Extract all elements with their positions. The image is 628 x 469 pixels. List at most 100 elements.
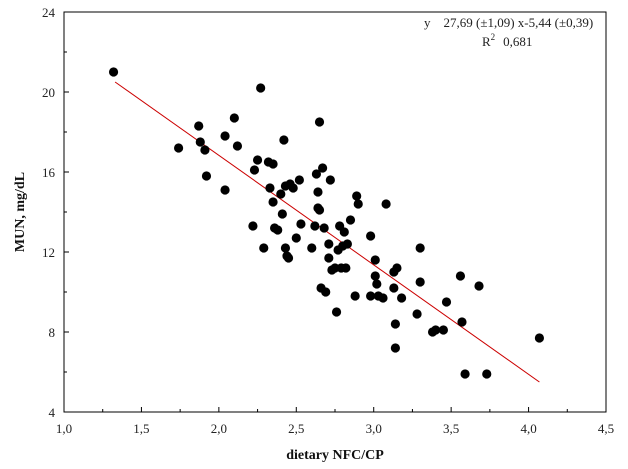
data-point — [220, 185, 230, 195]
data-point — [370, 255, 380, 265]
y-tick-label: 20 — [42, 85, 55, 100]
data-point — [265, 183, 275, 193]
data-point — [173, 143, 184, 153]
data-point — [294, 175, 304, 185]
data-point — [415, 243, 425, 253]
data-point — [396, 293, 407, 303]
data-point — [194, 121, 204, 131]
y-tick-label: 12 — [42, 245, 55, 260]
data-point — [392, 263, 402, 273]
data-point — [366, 231, 376, 241]
data-point — [324, 239, 334, 249]
data-points — [108, 67, 545, 379]
data-point — [220, 131, 230, 141]
data-point — [350, 291, 360, 301]
data-point — [280, 243, 291, 253]
data-point — [353, 199, 363, 209]
data-point — [324, 253, 334, 263]
data-point — [441, 297, 452, 307]
data-point — [390, 319, 400, 329]
data-point — [341, 263, 351, 273]
data-point — [366, 291, 376, 301]
data-point — [273, 225, 283, 235]
plot-area-border — [63, 11, 607, 413]
x-tick-label: 1,5 — [133, 421, 149, 436]
equation-line-1: y 27,69 (±1,09) x-5,44 (±0,39) — [424, 15, 593, 30]
data-point — [277, 209, 287, 219]
data-point — [296, 219, 306, 229]
data-point — [311, 169, 322, 179]
data-point — [345, 215, 356, 225]
y-tick-label: 4 — [49, 405, 56, 420]
data-point — [279, 135, 289, 145]
data-point — [390, 343, 400, 353]
data-point — [325, 175, 335, 185]
data-point — [534, 333, 545, 343]
data-point — [431, 325, 441, 335]
data-point — [372, 279, 382, 289]
data-point — [339, 227, 349, 237]
data-point — [252, 155, 263, 165]
data-point — [195, 137, 205, 147]
equation-line-2: R2 0,681 — [482, 32, 532, 49]
x-tick-label: 3,5 — [443, 421, 459, 436]
data-point — [249, 165, 260, 175]
data-point — [415, 277, 425, 287]
data-point — [200, 145, 210, 155]
data-point — [331, 307, 342, 317]
data-point — [307, 243, 317, 253]
data-point — [482, 369, 492, 379]
x-tick-label: 3,0 — [366, 421, 382, 436]
data-point — [276, 189, 286, 199]
y-axis-title: MUN, mg/dL — [13, 172, 28, 252]
data-point — [256, 83, 266, 93]
y-tick-label: 8 — [49, 325, 56, 340]
data-point — [474, 281, 484, 291]
equation-r-value: 0,681 — [503, 34, 532, 49]
data-point — [455, 271, 466, 281]
data-point — [389, 283, 399, 293]
x-tick-label: 1,0 — [56, 421, 72, 436]
equation-r-exponent: 2 — [491, 32, 496, 42]
data-point — [352, 191, 362, 201]
data-point — [310, 221, 320, 231]
data-point — [457, 317, 467, 327]
data-point — [314, 205, 325, 215]
data-point — [268, 159, 278, 169]
data-point — [229, 113, 239, 123]
y-tick-label: 16 — [42, 165, 56, 180]
data-point — [319, 223, 329, 233]
data-point — [283, 253, 294, 263]
data-point — [342, 239, 352, 249]
data-point — [288, 183, 298, 193]
y-tick-label: 24 — [42, 5, 56, 20]
data-point — [314, 117, 325, 127]
data-point — [268, 197, 278, 207]
x-tick-label: 4,0 — [520, 421, 536, 436]
data-point — [438, 325, 448, 335]
data-point — [108, 67, 119, 77]
x-tick-label: 2,0 — [211, 421, 227, 436]
x-tick-label: 4,5 — [598, 421, 614, 436]
data-point — [318, 163, 328, 173]
x-tick-label: 2,5 — [288, 421, 304, 436]
data-point — [460, 369, 470, 379]
data-point — [248, 221, 258, 231]
x-axis-title: dietary NFC/CP — [286, 448, 384, 463]
data-point — [412, 309, 422, 319]
data-point — [201, 171, 212, 181]
data-point — [313, 187, 323, 197]
data-point — [321, 287, 331, 297]
x-axis-ticks: 1,0 1,5 2,0 2,5 3,0 3,5 4,0 4,5 — [56, 407, 614, 436]
data-point — [381, 199, 391, 209]
data-point — [259, 243, 269, 253]
data-point — [232, 141, 243, 151]
equation-r-label: R — [482, 34, 491, 49]
data-point — [370, 271, 380, 281]
regression-line — [114, 81, 540, 383]
y-axis-ticks: 4 8 12 16 20 24 — [42, 5, 69, 420]
data-point — [378, 293, 388, 303]
data-point — [291, 233, 301, 243]
fit-line-group — [114, 81, 540, 383]
